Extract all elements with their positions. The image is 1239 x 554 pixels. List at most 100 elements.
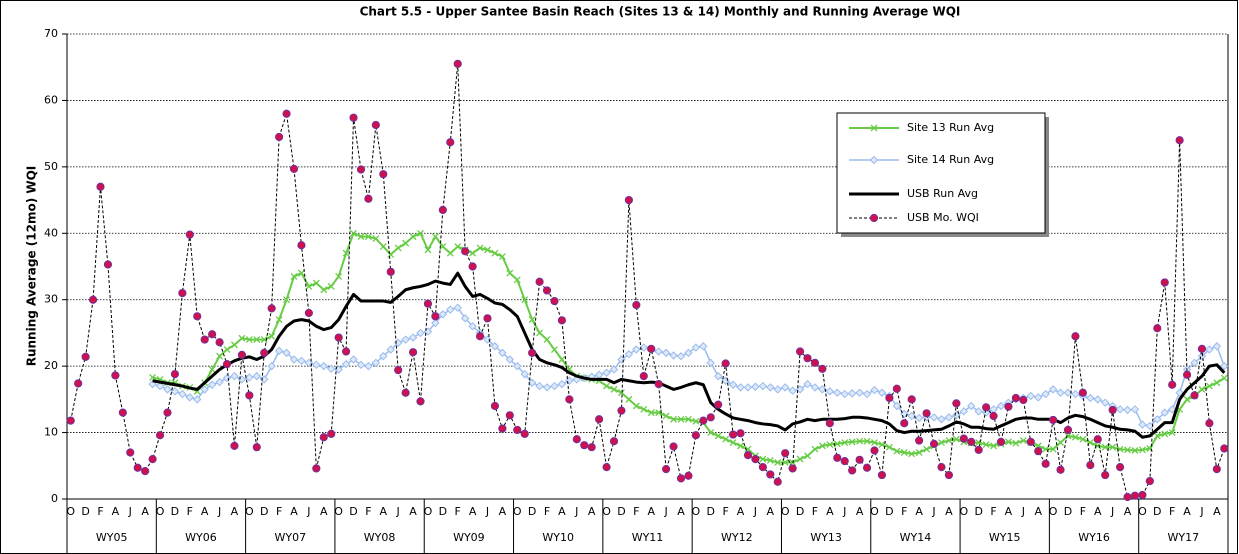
marker xyxy=(275,132,284,142)
marker xyxy=(535,381,544,391)
y-tick-label: 70 xyxy=(44,27,58,40)
marker xyxy=(714,400,723,409)
marker xyxy=(1145,476,1154,486)
marker xyxy=(260,336,268,344)
marker xyxy=(364,233,372,241)
marker xyxy=(617,406,626,415)
marker xyxy=(869,213,879,223)
marker xyxy=(513,361,522,371)
marker xyxy=(1130,405,1140,414)
marker xyxy=(728,380,738,389)
marker xyxy=(215,377,224,387)
y-tick-label: 40 xyxy=(44,226,58,239)
marker xyxy=(386,345,395,354)
x-tick-label: F xyxy=(722,505,728,518)
marker xyxy=(290,273,298,280)
marker xyxy=(230,341,238,349)
marker xyxy=(780,383,790,392)
marker xyxy=(163,385,172,394)
marker xyxy=(304,358,314,368)
x-tick-label: D xyxy=(81,505,89,518)
marker xyxy=(208,366,216,373)
marker xyxy=(200,335,209,344)
marker xyxy=(1220,374,1228,382)
marker xyxy=(1034,447,1043,456)
marker xyxy=(1026,437,1035,446)
marker xyxy=(1056,388,1065,397)
marker xyxy=(200,385,209,394)
marker xyxy=(959,434,968,443)
marker xyxy=(1034,393,1043,402)
marker xyxy=(550,381,559,391)
marker xyxy=(356,165,366,174)
marker xyxy=(847,389,857,398)
marker xyxy=(796,455,804,463)
marker xyxy=(1220,361,1229,371)
x-tick-label: F xyxy=(97,505,103,518)
marker xyxy=(922,409,931,418)
marker xyxy=(625,395,633,403)
marker xyxy=(379,351,388,361)
marker xyxy=(781,459,789,466)
x-tick-label: D xyxy=(171,505,179,518)
marker xyxy=(729,439,737,446)
marker xyxy=(193,395,202,404)
marker xyxy=(1153,432,1161,440)
marker xyxy=(379,170,388,179)
marker xyxy=(521,296,529,304)
marker xyxy=(401,335,410,344)
marker xyxy=(133,463,142,472)
marker xyxy=(170,387,180,396)
marker xyxy=(1019,437,1027,445)
x-tick-label: F xyxy=(455,505,461,518)
marker xyxy=(862,389,872,399)
marker xyxy=(178,288,187,298)
y-axis-label: Running Average (12mo) WQI xyxy=(25,166,39,367)
marker xyxy=(937,415,946,424)
marker xyxy=(551,346,558,353)
marker xyxy=(416,328,425,338)
x-tick-label: O xyxy=(334,505,343,518)
marker xyxy=(1041,459,1050,468)
marker xyxy=(967,437,976,446)
x-tick-label: A xyxy=(588,505,596,518)
x-tick-label: A xyxy=(469,505,477,518)
marker xyxy=(811,445,819,453)
x-tick-label: A xyxy=(1094,505,1102,518)
marker xyxy=(736,383,745,392)
marker xyxy=(781,449,790,458)
group-label: WY14 xyxy=(900,531,932,544)
marker xyxy=(320,286,328,294)
marker xyxy=(215,338,224,347)
marker xyxy=(230,371,239,381)
marker xyxy=(945,437,953,445)
x-tick-label: A xyxy=(320,505,328,518)
marker xyxy=(1131,447,1139,454)
x-tick-label: O xyxy=(245,505,254,518)
marker xyxy=(996,437,1006,446)
marker xyxy=(833,388,842,397)
marker xyxy=(996,401,1006,411)
x-tick-label: D xyxy=(1064,505,1072,518)
marker xyxy=(163,408,172,417)
marker xyxy=(207,380,217,389)
marker xyxy=(253,336,261,344)
marker xyxy=(460,314,470,323)
marker xyxy=(416,397,425,406)
marker xyxy=(869,155,879,165)
marker xyxy=(877,470,887,480)
marker xyxy=(661,348,671,358)
marker xyxy=(684,415,692,423)
marker xyxy=(550,296,559,306)
marker xyxy=(454,243,462,251)
marker xyxy=(804,452,811,460)
marker xyxy=(438,310,448,319)
marker xyxy=(788,386,797,395)
marker xyxy=(1057,439,1065,446)
marker xyxy=(408,333,418,342)
x-tick-label: A xyxy=(201,505,209,518)
marker xyxy=(654,347,663,356)
marker xyxy=(923,445,931,453)
marker xyxy=(840,389,849,399)
marker xyxy=(326,364,336,374)
